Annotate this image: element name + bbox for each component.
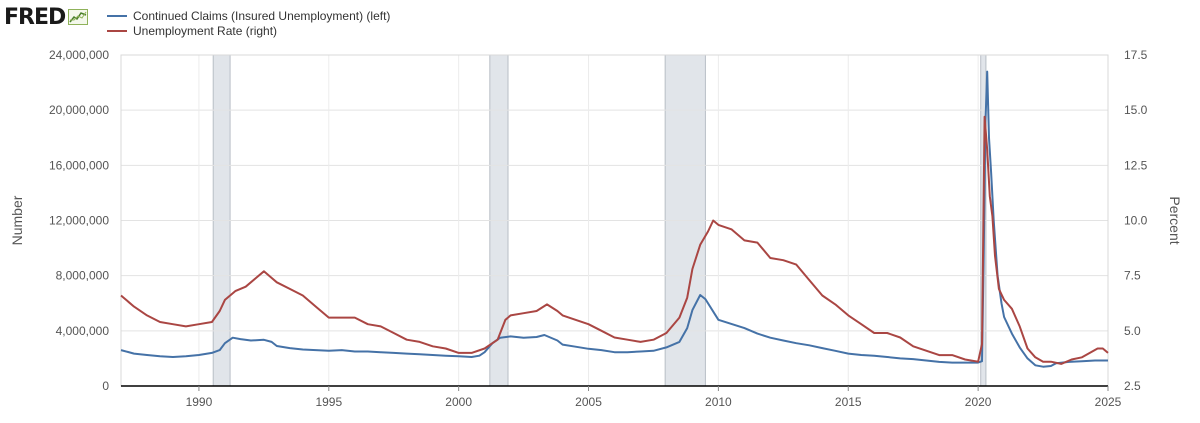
y-right-tick-label: 2.5 bbox=[1124, 379, 1141, 393]
y-right-axis-ticks: 2.5 5.0 7.5 10.0 12.5 15.0 17.5 bbox=[1124, 48, 1148, 393]
series-line-continued-claims bbox=[120, 70, 1108, 368]
series-line-unemployment-rate bbox=[120, 115, 1109, 365]
y-left-axis-title: Number bbox=[9, 195, 25, 245]
y-left-tick-label: 4,000,000 bbox=[56, 324, 110, 338]
x-tick-label: 2015 bbox=[835, 395, 862, 409]
series-lines bbox=[120, 70, 1109, 368]
y-left-tick-label: 12,000,000 bbox=[49, 214, 109, 228]
y-left-tick-label: 8,000,000 bbox=[56, 269, 110, 283]
legend-label-unrate: Unemployment Rate (right) bbox=[133, 23, 278, 38]
fred-logo-text: FRED bbox=[4, 4, 66, 30]
line-chart: 1990 1995 2000 2005 2010 2015 2020 2025 0 4,000,… bbox=[9, 48, 1183, 409]
legend-label-claims: Continued Claims (Insured Unemployment) … bbox=[133, 8, 391, 23]
x-tick-label: 2005 bbox=[575, 395, 602, 409]
y-left-tick-label: 16,000,000 bbox=[49, 158, 109, 172]
y-left-tick-label: 20,000,000 bbox=[49, 103, 109, 117]
chart-header: FRED Continued Claims (Insured Unemploym… bbox=[0, 0, 1200, 44]
x-tick-label: 2025 bbox=[1095, 395, 1122, 409]
legend-item-claims[interactable]: Continued Claims (Insured Unemployment) … bbox=[107, 8, 390, 23]
x-tick-label: 2010 bbox=[705, 395, 732, 409]
y-right-tick-label: 7.5 bbox=[1124, 269, 1141, 283]
legend-item-unrate[interactable]: Unemployment Rate (right) bbox=[107, 23, 390, 38]
x-tick-label: 2020 bbox=[965, 395, 992, 409]
y-left-axis-ticks: 0 4,000,000 8,000,000 12,000,000 16,000,000 2… bbox=[49, 48, 109, 393]
legend-swatch-unrate bbox=[107, 29, 127, 32]
y-right-tick-label: 17.5 bbox=[1124, 48, 1148, 62]
legend-swatch-claims bbox=[107, 14, 127, 17]
gridlines bbox=[121, 54, 1109, 386]
y-right-tick-label: 15.0 bbox=[1124, 103, 1148, 117]
y-left-tick-label: 0 bbox=[102, 379, 109, 393]
fred-graph-icon bbox=[68, 9, 89, 25]
y-left-tick-label: 24,000,000 bbox=[49, 48, 109, 62]
x-tick-label: 1995 bbox=[315, 395, 342, 409]
chart-legend: Continued Claims (Insured Unemployment) … bbox=[107, 8, 390, 38]
x-axis-ticks: 1990 1995 2000 2005 2010 2015 2020 2025 bbox=[186, 386, 1122, 409]
x-tick-label: 2000 bbox=[445, 395, 472, 409]
fred-logo[interactable]: FRED bbox=[4, 4, 89, 30]
y-right-axis-title: Percent bbox=[1167, 196, 1183, 244]
y-right-tick-label: 10.0 bbox=[1124, 214, 1148, 228]
y-right-tick-label: 12.5 bbox=[1124, 158, 1148, 172]
x-tick-label: 1990 bbox=[186, 395, 213, 409]
y-right-tick-label: 5.0 bbox=[1124, 324, 1141, 338]
